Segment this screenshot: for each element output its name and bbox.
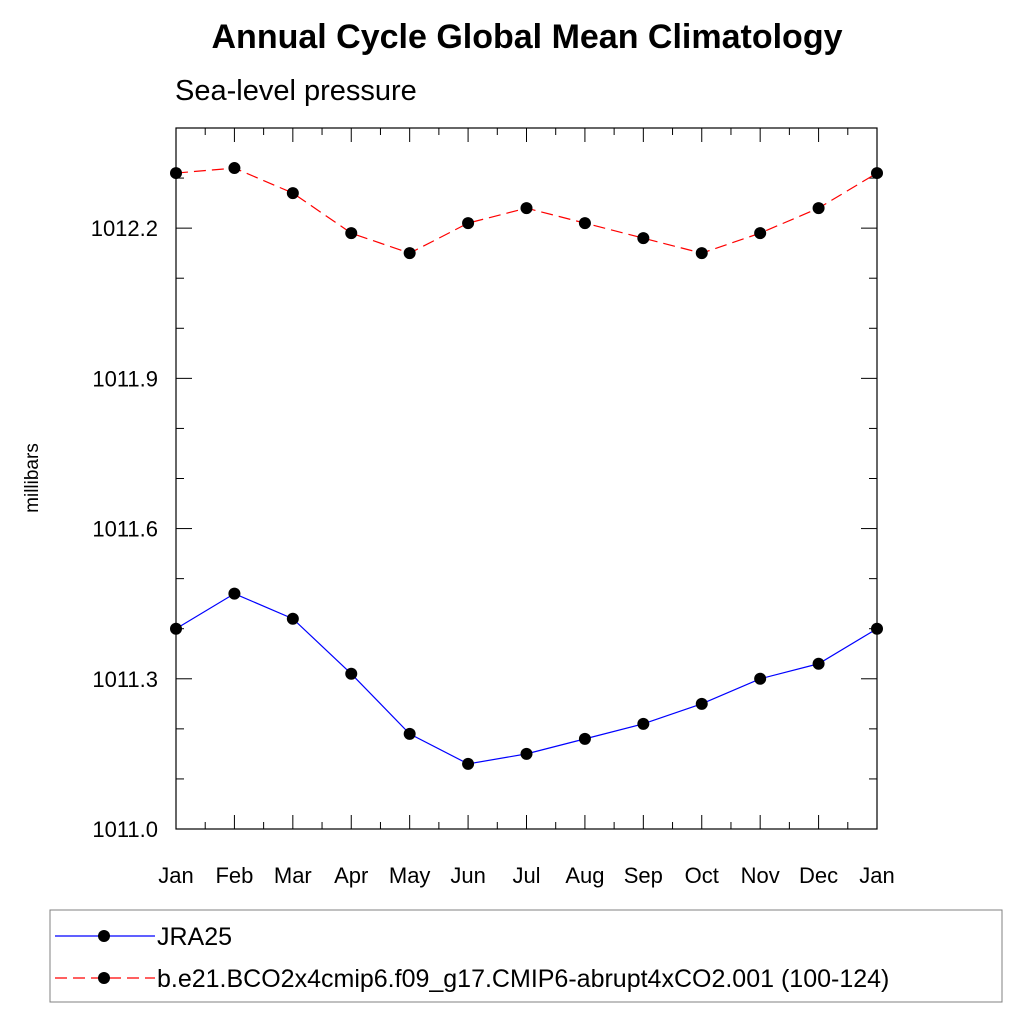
data-point: [812, 657, 825, 670]
data-point: [871, 622, 883, 635]
data-point: [578, 732, 591, 745]
series-line: [175, 592, 878, 765]
legend-frame: [49, 909, 1003, 1003]
legend-marker-jra25: [98, 930, 110, 942]
x-tick-label: Jan: [859, 863, 894, 888]
data-point: [520, 202, 533, 215]
plot-frame: [175, 127, 878, 830]
data-point: [871, 167, 883, 180]
x-tick-label: Dec: [799, 863, 838, 888]
series-1: [170, 162, 883, 260]
x-tick-label: May: [389, 863, 431, 888]
y-axis-label: millibars: [22, 443, 43, 513]
y-tick-label: 1011.9: [92, 366, 158, 391]
y-tick-label: 1012.2: [91, 216, 158, 241]
x-tick-label: Mar: [274, 863, 312, 888]
data-point: [170, 167, 182, 180]
data-point: [286, 187, 299, 200]
series-layer: [170, 162, 883, 770]
data-point: [812, 202, 825, 215]
data-point: [228, 587, 241, 600]
y-tick-label: 1011.6: [92, 517, 158, 542]
x-tick-label: Aug: [565, 863, 604, 888]
data-point: [754, 672, 767, 685]
data-point: [462, 757, 475, 770]
x-tick-label: Feb: [215, 863, 253, 888]
chart-subtitle: Sea-level pressure: [175, 75, 417, 107]
data-point: [695, 697, 708, 710]
data-point: [520, 747, 533, 760]
axes: Jan Feb Mar Apr May Jun Jul Aug Sep Oct Nov Dec Jan1…: [91, 127, 895, 888]
chart-title: Annual Cycle Global Mean Climatology: [212, 18, 843, 56]
data-point: [403, 247, 416, 260]
data-point: [345, 227, 358, 240]
x-tick-label: Sep: [624, 863, 663, 888]
data-point: [228, 162, 241, 175]
x-tick-label: Jan: [158, 863, 193, 888]
data-point: [637, 232, 650, 245]
legend-marker-model: [98, 972, 110, 984]
legend: JRA25 b.e21.BCO2x4cmip6.f09_g17.CMIP6-ab…: [49, 909, 1003, 1003]
x-tick-label: Oct: [685, 863, 719, 888]
data-point: [754, 227, 767, 240]
data-point: [695, 247, 708, 260]
data-point: [286, 612, 299, 625]
legend-label-model: b.e21.BCO2x4cmip6.f09_g17.CMIP6-abrupt4x…: [157, 965, 889, 993]
data-point: [403, 727, 416, 740]
x-tick-label: Jun: [450, 863, 485, 888]
y-tick-label: 1011.3: [92, 667, 158, 692]
data-point: [170, 622, 182, 635]
x-tick-label: Apr: [334, 863, 368, 888]
data-point: [637, 717, 650, 730]
data-point: [462, 217, 475, 230]
x-tick-label: Nov: [741, 863, 780, 888]
data-point: [345, 667, 358, 680]
y-tick-label: 1011.0: [92, 817, 158, 842]
legend-label-jra25: JRA25: [157, 923, 232, 951]
series-0: [170, 587, 883, 770]
data-point: [578, 217, 591, 230]
x-tick-label: Jul: [512, 863, 540, 888]
